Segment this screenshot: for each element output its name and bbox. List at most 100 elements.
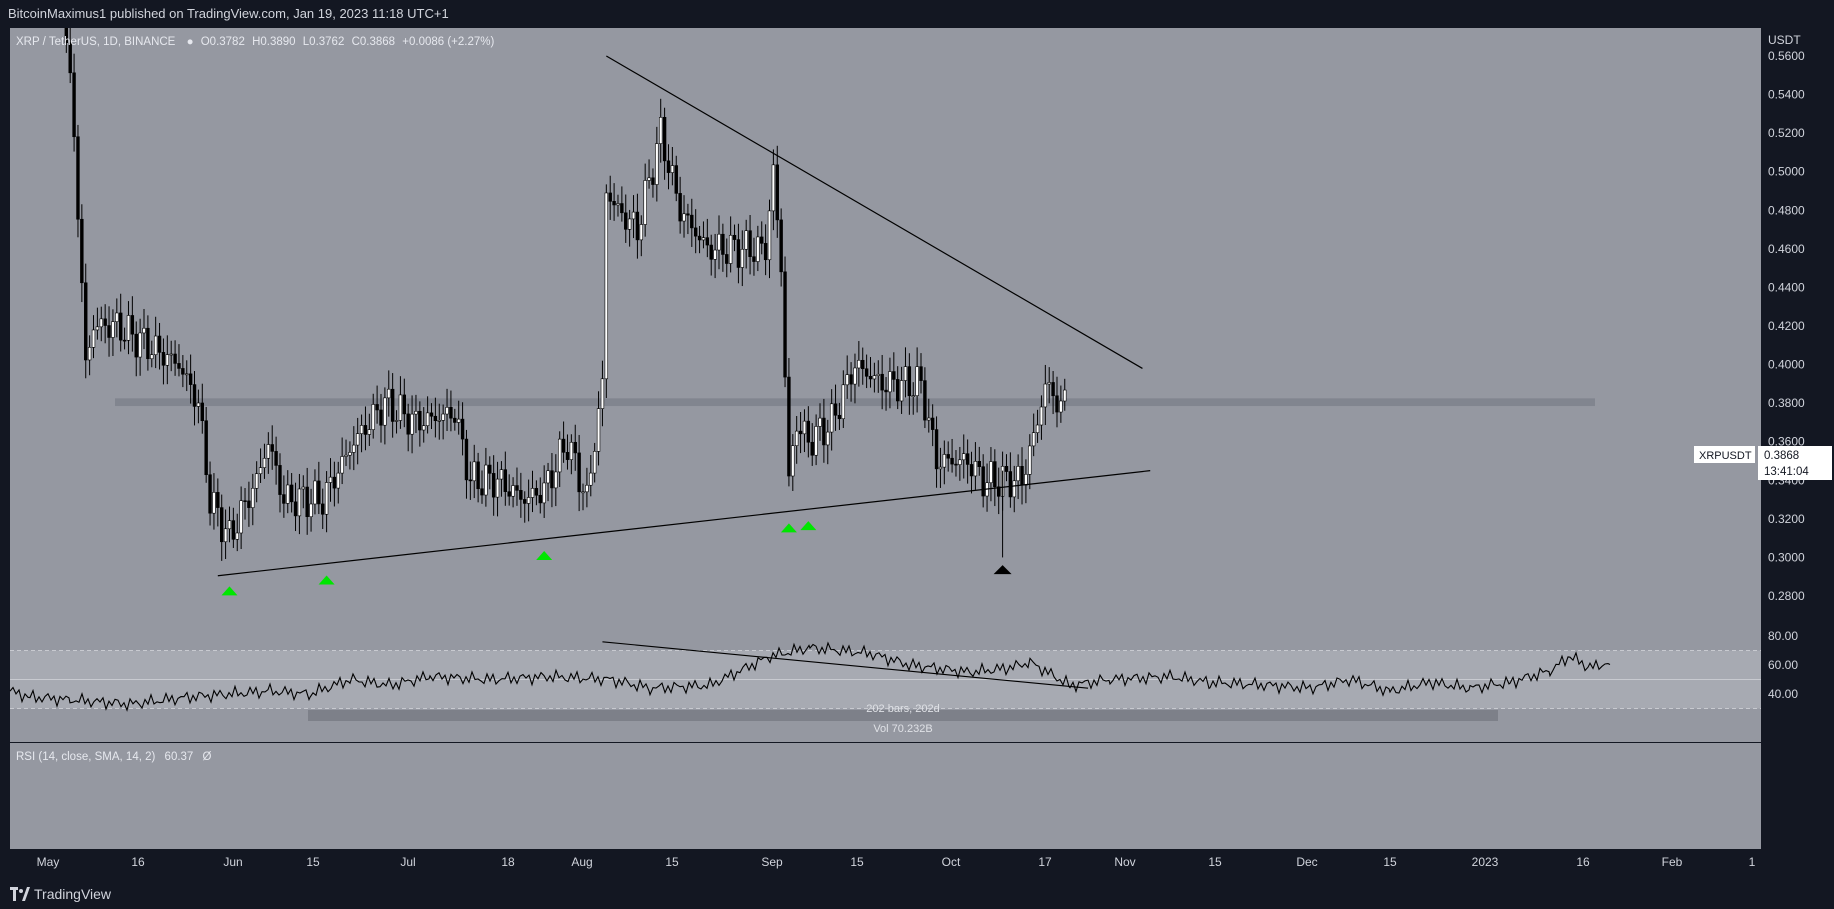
candle	[1031, 432, 1036, 447]
measure-volume: Vol 70.232B	[873, 723, 932, 735]
candle	[402, 394, 407, 415]
rsi-panel[interactable]	[10, 743, 1761, 849]
candle	[394, 420, 399, 422]
candle	[367, 429, 372, 435]
resistance-trendline[interactable]	[606, 55, 1143, 369]
bullish-marker-1	[318, 575, 335, 585]
candle	[794, 430, 799, 446]
candle	[270, 444, 274, 452]
candle	[1055, 395, 1059, 413]
time-tick-10: Oct	[942, 855, 961, 869]
candle	[208, 474, 212, 514]
rsi-trendline[interactable]	[602, 641, 1089, 689]
time-tick-14: Dec	[1296, 855, 1317, 869]
candle	[725, 254, 729, 264]
candle	[670, 165, 675, 173]
price-tick-6: 0.4400	[1768, 280, 1805, 294]
price-tick-10: 0.3600	[1768, 435, 1805, 449]
candle	[130, 315, 135, 335]
candle	[204, 420, 208, 476]
candle	[445, 407, 449, 415]
candle	[639, 224, 643, 241]
time-tick-9: 15	[850, 855, 864, 869]
candle	[371, 404, 375, 430]
candle	[849, 374, 853, 385]
candle	[919, 366, 923, 381]
candle	[418, 410, 422, 431]
candle	[861, 359, 865, 370]
candle	[888, 371, 892, 393]
candle	[80, 218, 84, 284]
price-tick-14: 0.2800	[1768, 589, 1805, 603]
time-tick-0: May	[37, 855, 60, 869]
chart-area[interactable]: USDT 0.5600 0.5400 0.5200 0.5000 0.4800 0.460…	[0, 28, 1834, 879]
price-badge-countdown: 13:41:04	[1764, 466, 1809, 478]
candle	[266, 444, 271, 459]
candle	[686, 213, 690, 216]
candle	[153, 335, 158, 356]
price-panel[interactable]	[10, 28, 1761, 742]
candle	[577, 452, 581, 493]
candle	[138, 332, 142, 358]
candle	[95, 326, 100, 331]
candle	[717, 233, 721, 251]
candle	[810, 441, 814, 456]
candle	[600, 378, 605, 409]
candle	[546, 470, 550, 484]
price-badge[interactable]: XRPUSDT 0.3868 13:41:04	[1694, 446, 1832, 480]
candle	[635, 211, 640, 241]
rsi-line	[9, 641, 1611, 712]
candle	[305, 486, 309, 518]
candle	[950, 457, 954, 465]
candle	[274, 451, 278, 466]
candle	[845, 374, 849, 386]
candle	[526, 497, 531, 504]
time-tick-5: 18	[501, 855, 515, 869]
candle	[464, 438, 469, 481]
candle	[620, 203, 624, 214]
candle	[317, 480, 321, 505]
candle	[460, 418, 465, 440]
candle	[958, 459, 962, 465]
candle	[146, 327, 150, 360]
candle	[332, 476, 337, 489]
candle	[907, 366, 912, 397]
candle	[1039, 406, 1044, 426]
price-scale-currency: USDT	[1768, 33, 1801, 47]
candle	[173, 353, 177, 364]
candle	[783, 271, 787, 378]
candle	[107, 325, 111, 338]
candle	[301, 486, 305, 490]
candle	[589, 472, 593, 486]
candle	[134, 333, 138, 358]
tradingview-brand: TradingView	[34, 886, 112, 902]
candle	[713, 249, 717, 260]
candle	[643, 180, 647, 225]
candle	[989, 461, 993, 484]
candle	[857, 359, 861, 369]
candle	[247, 500, 251, 508]
time-tick-19: 1	[1749, 855, 1756, 869]
candle	[503, 469, 508, 492]
candle	[895, 379, 900, 402]
bullish-marker-3	[780, 523, 797, 533]
time-scale[interactable]	[10, 849, 1761, 879]
support-trendline[interactable]	[217, 470, 1151, 577]
candle	[993, 461, 997, 488]
candle	[344, 454, 348, 457]
rsi-tick-1: 60.00	[1768, 658, 1798, 672]
bullish-marker-4	[800, 521, 817, 531]
candle	[254, 473, 259, 489]
candle	[185, 373, 189, 376]
candle	[453, 417, 457, 423]
candle	[550, 470, 554, 489]
candle	[165, 354, 170, 366]
candle	[756, 236, 760, 262]
price-badge-symbol: XRPUSDT	[1699, 450, 1752, 462]
candle	[115, 312, 119, 322]
candle	[192, 384, 197, 407]
price-scale[interactable]	[1761, 28, 1834, 849]
candle	[119, 312, 123, 341]
candle	[841, 384, 846, 420]
wick-marker	[993, 565, 1012, 575]
